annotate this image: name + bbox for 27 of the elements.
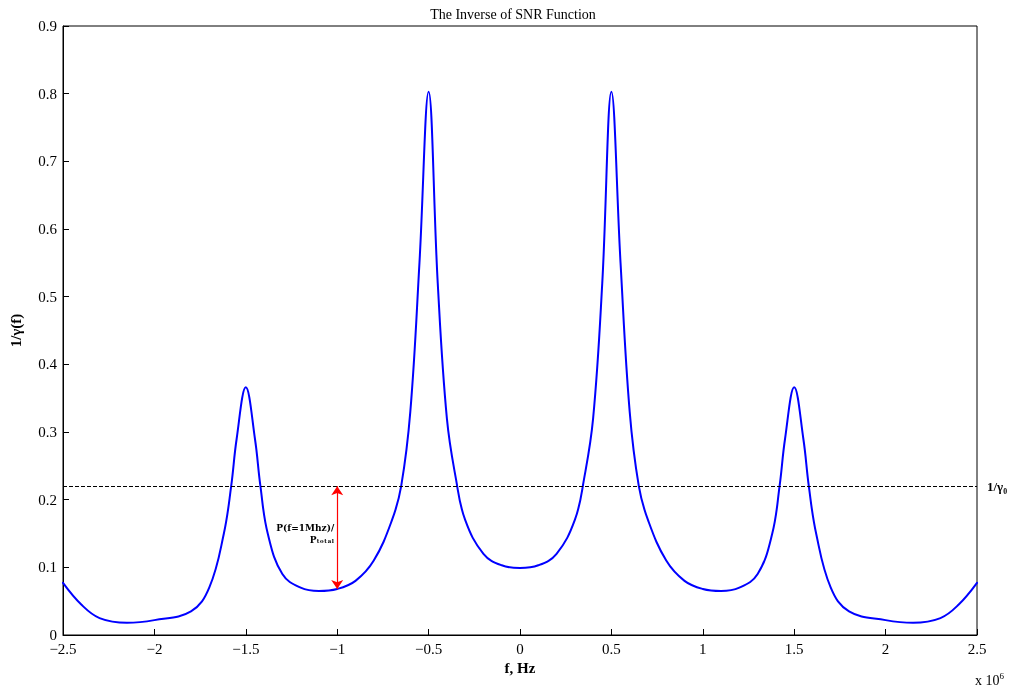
line-series — [62, 90, 978, 624]
x-tick-label: −1 — [329, 640, 346, 657]
x-tick-label: −2.5 — [49, 640, 77, 657]
y-tick-label: 0.8 — [38, 85, 57, 102]
x-axis-title: f, Hz — [504, 660, 536, 677]
x-tick-label: 2.5 — [967, 640, 987, 657]
y-axis-title: 1/γ(f) — [7, 313, 25, 348]
x-tick-label: 1 — [699, 640, 707, 657]
y-tick-label: 0.9 — [38, 18, 57, 34]
y-tick-label: 0.3 — [38, 424, 57, 440]
x-tick-label: 0.5 — [602, 640, 621, 657]
x-tick-label: 2 — [881, 640, 890, 657]
y-tick-label: 0.7 — [38, 153, 58, 170]
x-tick-label: 0 — [516, 640, 524, 657]
y-tick-label: 0.4 — [38, 356, 58, 373]
ref-line-label: 1/γ₀ — [987, 478, 1008, 494]
x-tick-label: 1.5 — [784, 640, 804, 657]
y-tick-label: 0.5 — [38, 288, 57, 305]
x-tick-label: −1.5 — [232, 640, 260, 657]
y-tick-label: 0.6 — [38, 221, 58, 237]
y-tick-label: 0.2 — [38, 491, 57, 508]
x-tick-label: −2 — [146, 640, 163, 657]
x-tick-label: −0.5 — [414, 640, 443, 657]
chart-title: The Inverse of SNR Function — [430, 6, 596, 22]
annotation: P(f=1Mhz)/Pₜₒₜₐₗ — [276, 522, 335, 545]
y-tick-label: 0.1 — [38, 559, 57, 576]
y-tick-label: 0 — [49, 627, 57, 643]
